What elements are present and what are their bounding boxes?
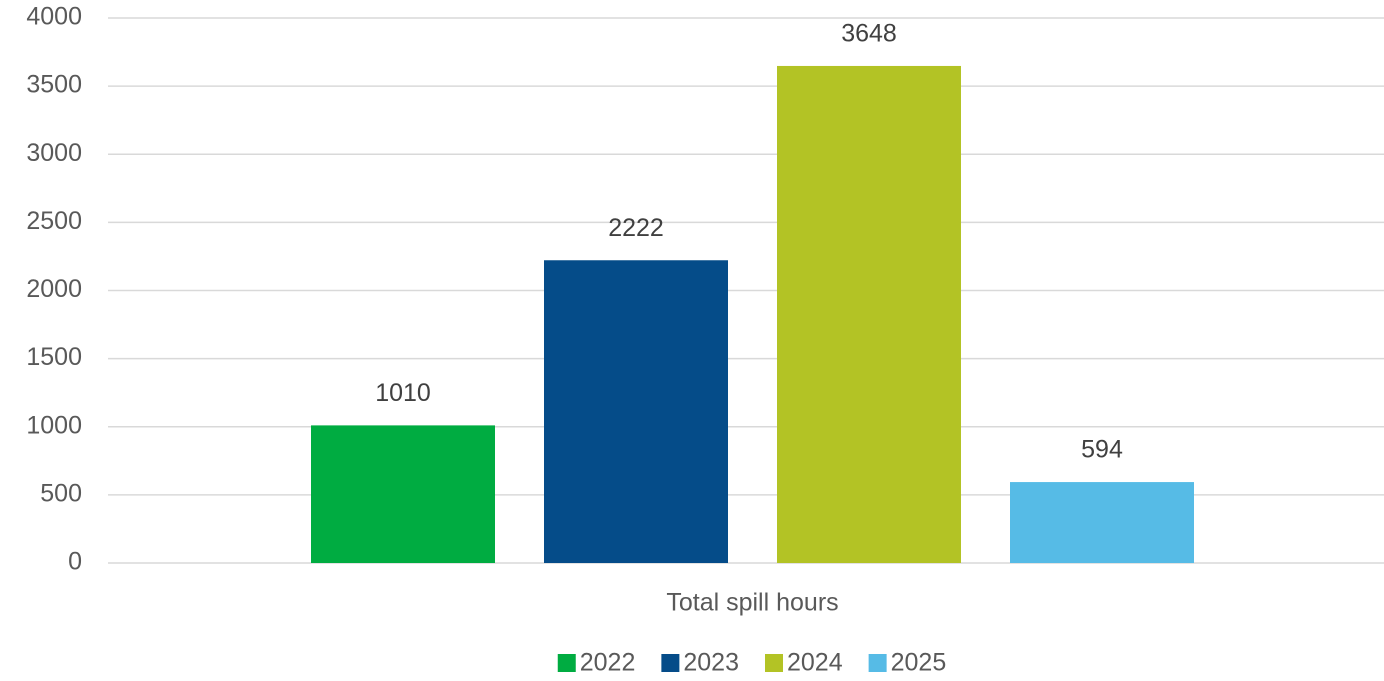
y-tick-label: 4000 (26, 3, 82, 31)
legend-label: 2025 (891, 649, 947, 677)
y-tick-label: 2000 (26, 275, 82, 303)
y-tick-label: 2500 (26, 207, 82, 235)
legend-label: 2022 (580, 649, 636, 677)
legend-swatch (868, 654, 887, 672)
legend-swatch (661, 654, 680, 672)
legend-label: 2023 (683, 649, 739, 677)
x-tick-label: Total spill hours (666, 589, 838, 617)
legend-swatch (557, 654, 576, 672)
bar (1010, 482, 1194, 563)
y-tick-label: 3500 (26, 71, 82, 99)
bar (777, 65, 961, 564)
y-tick-label: 0 (68, 548, 82, 576)
y-tick-label: 1000 (26, 411, 82, 439)
y-tick-label: 3000 (26, 139, 82, 167)
value-label: 2222 (608, 214, 664, 242)
value-label: 1010 (375, 379, 431, 407)
value-label: 3648 (841, 20, 897, 48)
legend-label: 2024 (787, 649, 843, 677)
y-tick-label: 500 (40, 479, 82, 507)
legend-swatch (765, 654, 783, 672)
bar (311, 425, 495, 563)
bar (544, 260, 728, 563)
y-tick-label: 1500 (26, 343, 82, 371)
value-label: 594 (1081, 436, 1123, 464)
